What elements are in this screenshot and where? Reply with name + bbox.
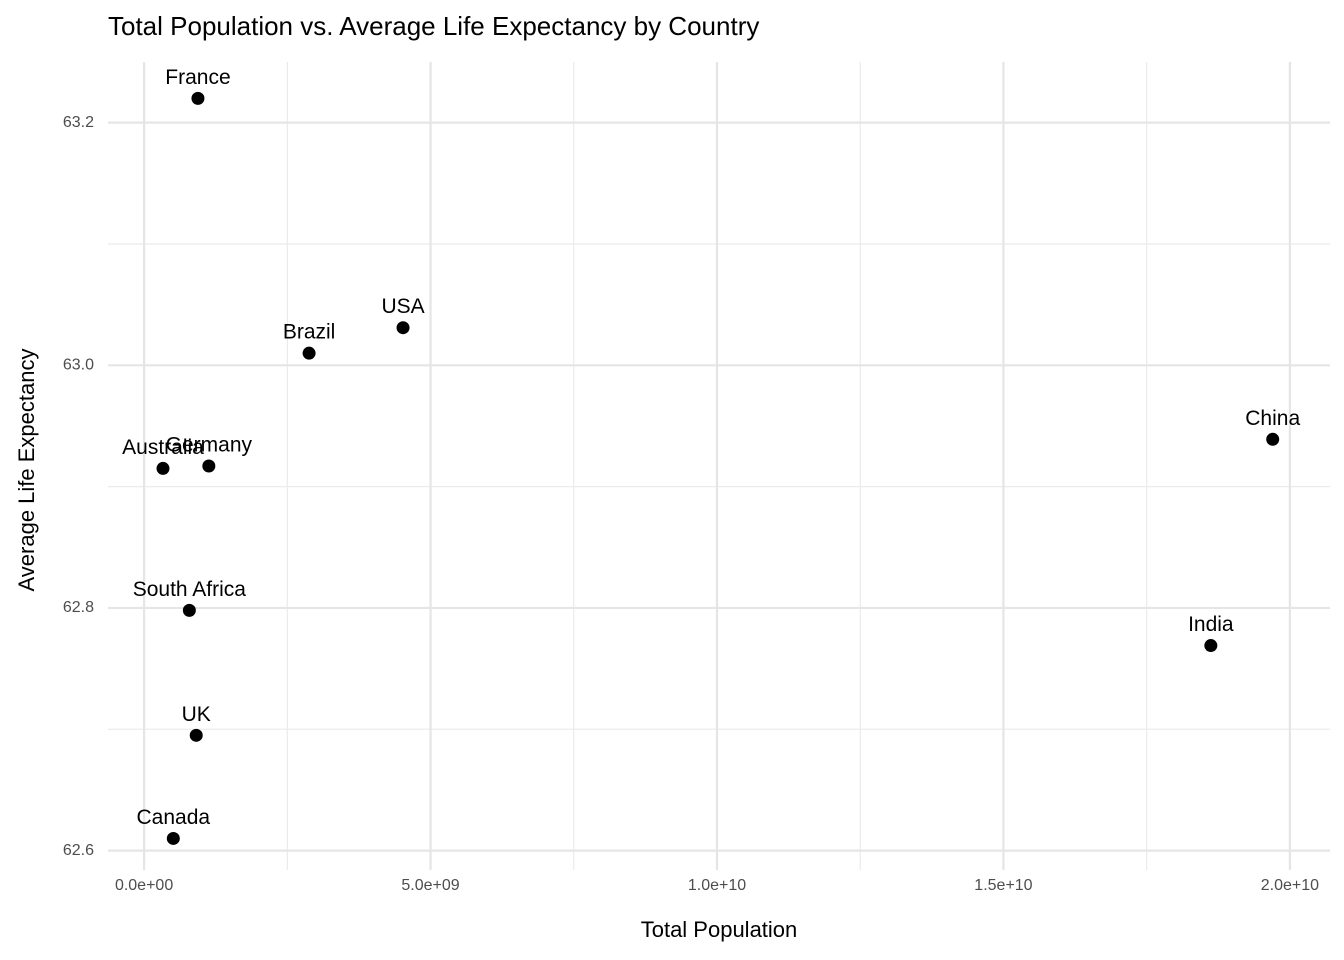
x-tick-label: 1.0e+10: [688, 877, 746, 894]
point: [396, 321, 410, 335]
x-axis-title: Total Population: [641, 917, 798, 942]
y-tick-label: 63.2: [63, 114, 94, 131]
y-axis-title: Average Life Expectancy: [14, 349, 39, 592]
point: [202, 459, 216, 473]
y-tick-label: 62.6: [63, 842, 94, 859]
point: [302, 346, 316, 360]
point: [191, 91, 205, 105]
point-label: France: [165, 66, 230, 89]
point: [182, 603, 196, 617]
chart-title: Total Population vs. Average Life Expect…: [108, 11, 759, 41]
x-tick-label: 2.0e+10: [1261, 877, 1319, 894]
point: [156, 461, 170, 475]
point-label: Brazil: [283, 321, 336, 344]
y-tick-label: 63.0: [63, 357, 94, 374]
point: [189, 728, 203, 742]
point-label: Canada: [137, 806, 211, 829]
point-label: Australia: [122, 436, 204, 459]
y-tick-label: 62.8: [63, 599, 94, 616]
point-label: South Africa: [133, 578, 247, 601]
x-tick-label: 1.5e+10: [974, 877, 1032, 894]
point-label: USA: [381, 295, 424, 318]
point: [1266, 432, 1280, 446]
point-label: Germany: [166, 434, 253, 457]
x-tick-label: 5.0e+09: [401, 877, 459, 894]
point-label: China: [1245, 407, 1300, 430]
point-label: India: [1188, 613, 1234, 636]
point-label: UK: [182, 703, 211, 726]
x-tick-label: 0.0e+00: [115, 877, 173, 894]
point: [1204, 639, 1218, 653]
point: [166, 831, 180, 845]
